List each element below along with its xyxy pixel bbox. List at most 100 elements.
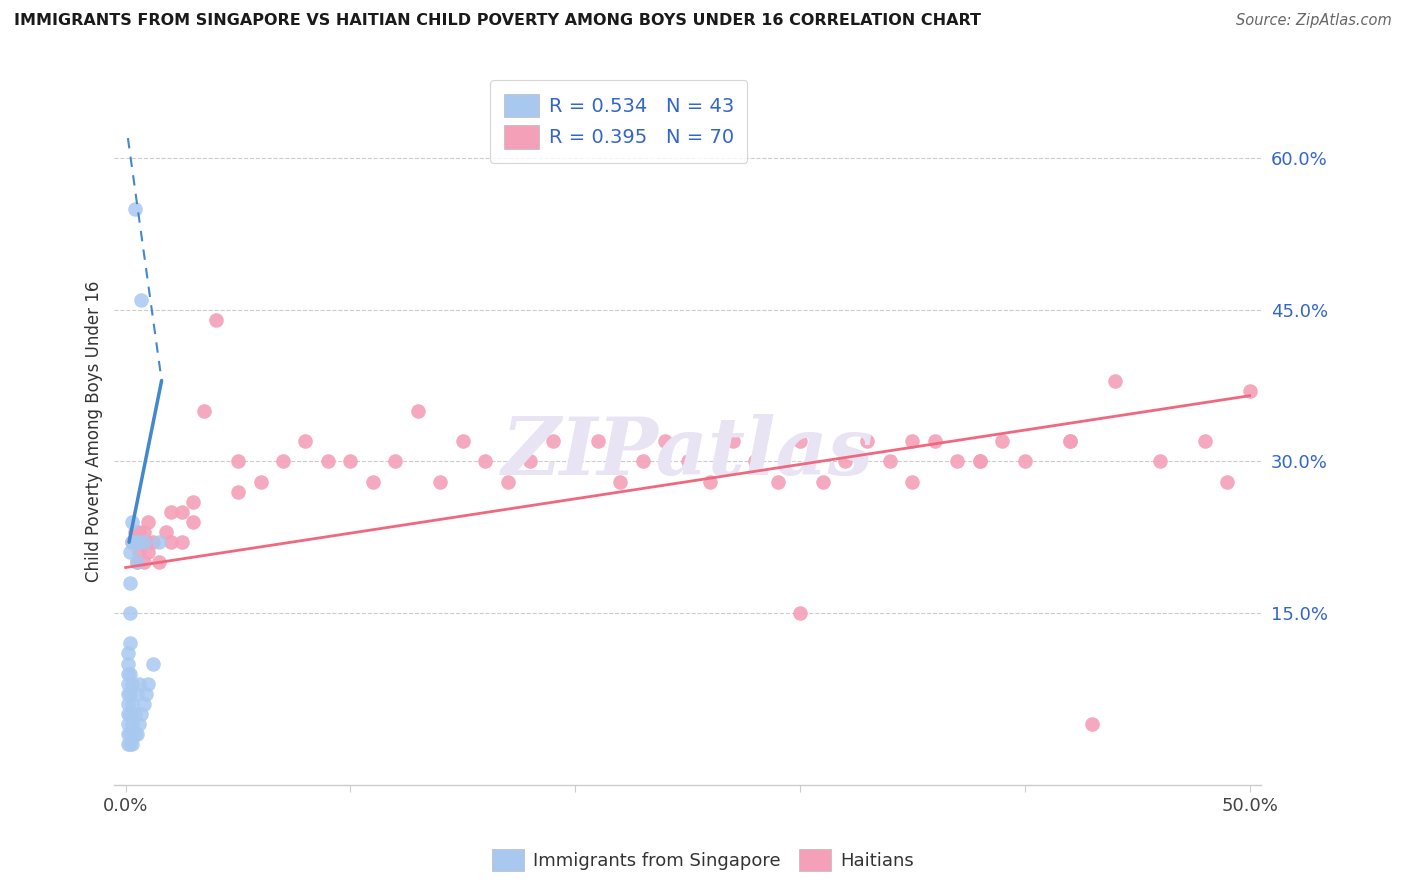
Point: [1149, 454, 1171, 468]
Point: [969, 454, 991, 468]
Point: [131, 706, 153, 721]
Point: [155, 525, 177, 540]
Point: [135, 687, 157, 701]
Point: [181, 515, 204, 529]
Point: [834, 454, 856, 468]
Point: [148, 535, 170, 549]
Legend: Immigrants from Singapore, Haitians: Immigrants from Singapore, Haitians: [485, 842, 921, 879]
Point: [879, 454, 901, 468]
Point: [121, 535, 143, 549]
Point: [117, 657, 139, 671]
Point: [789, 434, 811, 449]
Point: [128, 525, 150, 540]
Text: Source: ZipAtlas.com: Source: ZipAtlas.com: [1236, 13, 1392, 29]
Point: [120, 687, 142, 701]
Point: [586, 434, 609, 449]
Point: [991, 434, 1014, 449]
Point: [128, 717, 150, 731]
Point: [120, 575, 142, 590]
Point: [159, 505, 181, 519]
Point: [193, 404, 215, 418]
Point: [142, 535, 165, 549]
Point: [1216, 475, 1239, 489]
Point: [148, 556, 170, 570]
Point: [117, 727, 139, 741]
Point: [120, 727, 142, 741]
Point: [519, 454, 541, 468]
Point: [117, 697, 139, 711]
Point: [631, 454, 654, 468]
Point: [969, 454, 991, 468]
Point: [128, 545, 150, 559]
Point: [120, 606, 142, 620]
Point: [121, 535, 143, 549]
Point: [1059, 434, 1081, 449]
Point: [856, 434, 879, 449]
Point: [121, 697, 143, 711]
Point: [132, 525, 155, 540]
Point: [142, 657, 165, 671]
Point: [609, 475, 631, 489]
Point: [170, 505, 193, 519]
Point: [924, 434, 946, 449]
Point: [136, 515, 159, 529]
Point: [744, 454, 766, 468]
Point: [125, 727, 148, 741]
Point: [120, 737, 142, 751]
Point: [766, 475, 789, 489]
Point: [124, 525, 146, 540]
Point: [120, 706, 142, 721]
Point: [131, 293, 153, 307]
Point: [451, 434, 474, 449]
Point: [204, 313, 226, 327]
Point: [125, 556, 148, 570]
Point: [117, 706, 139, 721]
Point: [170, 535, 193, 549]
Point: [429, 475, 451, 489]
Point: [117, 687, 139, 701]
Point: [901, 475, 924, 489]
Point: [121, 515, 143, 529]
Point: [132, 556, 155, 570]
Point: [811, 475, 834, 489]
Point: [271, 454, 294, 468]
Text: ZIPatlas: ZIPatlas: [502, 414, 873, 491]
Point: [1081, 717, 1104, 731]
Point: [676, 454, 699, 468]
Point: [654, 434, 676, 449]
Point: [541, 434, 564, 449]
Legend: R = 0.534   N = 43, R = 0.395   N = 70: R = 0.534 N = 43, R = 0.395 N = 70: [491, 80, 748, 162]
Point: [121, 737, 143, 751]
Point: [121, 676, 143, 690]
Text: IMMIGRANTS FROM SINGAPORE VS HAITIAN CHILD POVERTY AMONG BOYS UNDER 16 CORRELATI: IMMIGRANTS FROM SINGAPORE VS HAITIAN CHI…: [14, 13, 981, 29]
Point: [125, 687, 148, 701]
Point: [136, 676, 159, 690]
Point: [120, 636, 142, 650]
Point: [120, 666, 142, 681]
Point: [901, 434, 924, 449]
Point: [294, 434, 316, 449]
Point: [120, 545, 142, 559]
Point: [946, 454, 969, 468]
Point: [1104, 374, 1126, 388]
Point: [316, 454, 339, 468]
Point: [226, 454, 249, 468]
Point: [1059, 434, 1081, 449]
Point: [361, 475, 384, 489]
Point: [699, 475, 721, 489]
Point: [1014, 454, 1036, 468]
Point: [128, 535, 150, 549]
Point: [124, 535, 146, 549]
Point: [124, 727, 146, 741]
Point: [124, 706, 146, 721]
Point: [249, 475, 271, 489]
Point: [181, 495, 204, 509]
Point: [384, 454, 406, 468]
Point: [125, 556, 148, 570]
Point: [131, 535, 153, 549]
Point: [132, 697, 155, 711]
Point: [789, 606, 811, 620]
Point: [406, 404, 429, 418]
Point: [474, 454, 496, 468]
Point: [159, 535, 181, 549]
